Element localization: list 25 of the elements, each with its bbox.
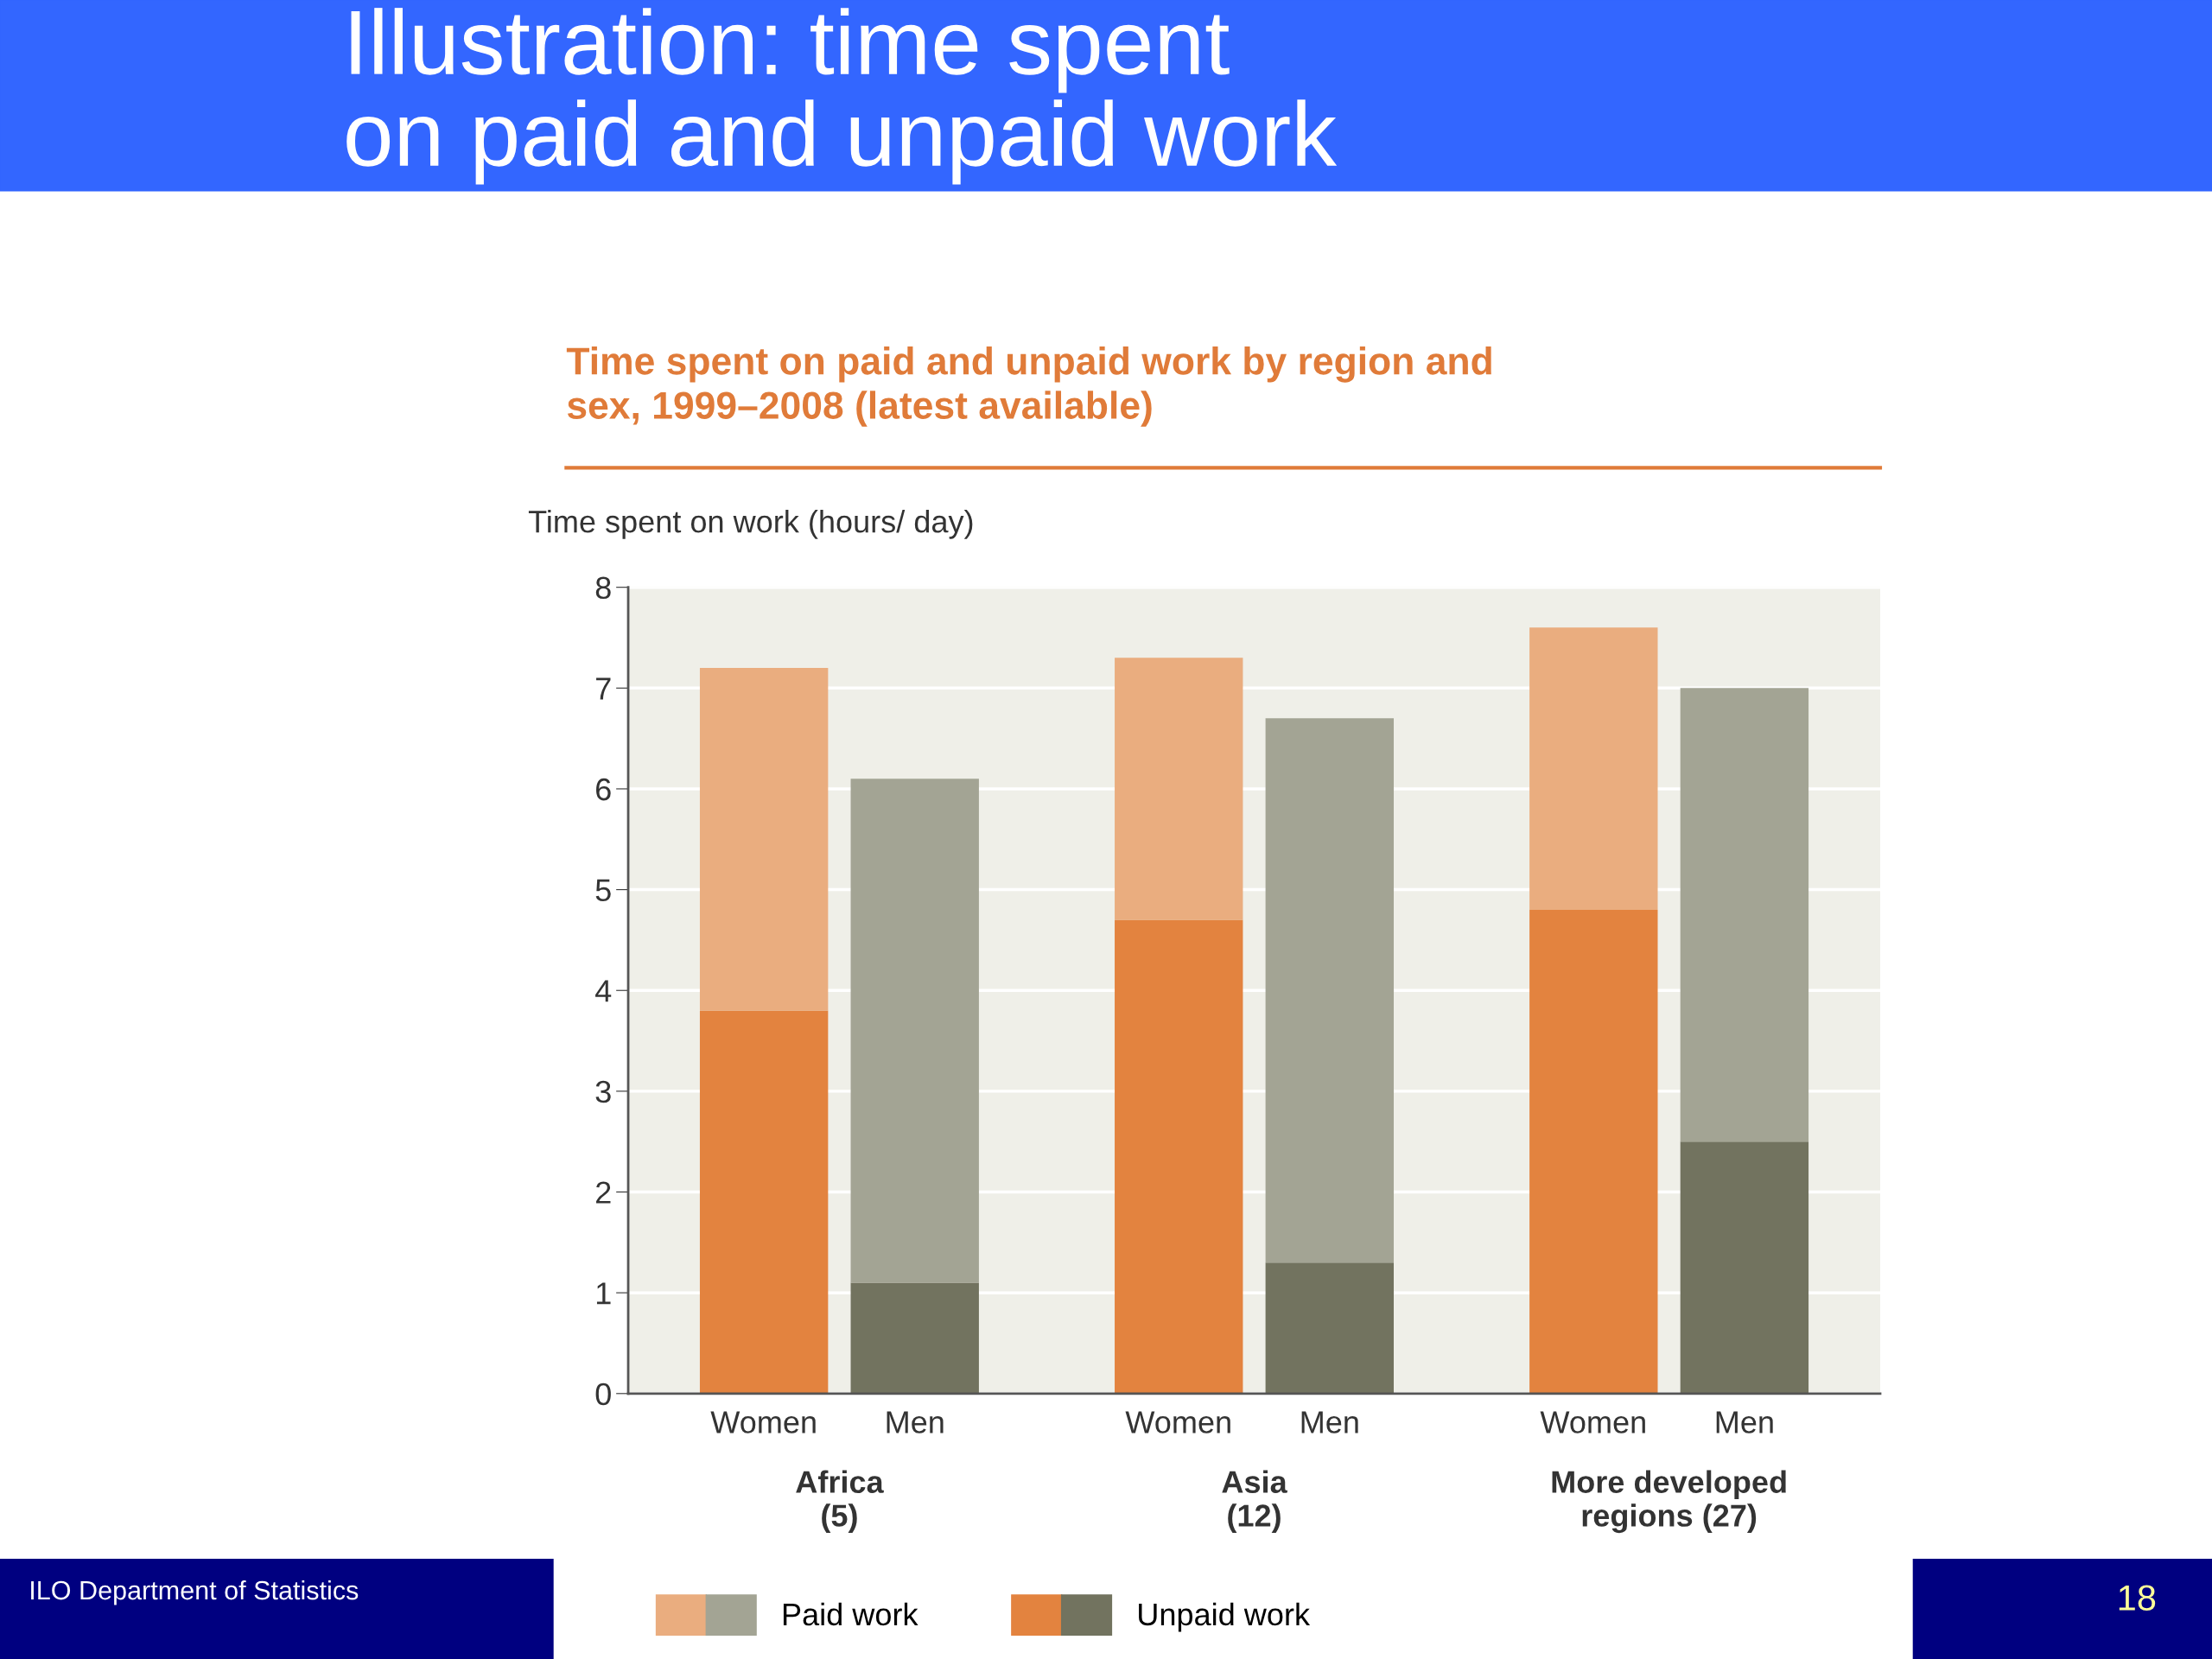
text: ILO Department of Statistics bbox=[31, 1580, 359, 1605]
y-tick-label: 4 bbox=[595, 980, 612, 1002]
y-axis-title: Time spent on work (hours/ day) bbox=[528, 510, 973, 539]
y-tick-label: 3 bbox=[595, 1080, 611, 1103]
text: Asia (12) bbox=[1222, 1470, 1287, 1533]
y-tick-label: 2 bbox=[596, 1181, 611, 1204]
x-tick-label: Men bbox=[887, 1411, 944, 1433]
text: Africa (5) bbox=[796, 1470, 884, 1533]
y-tick-label: 6 bbox=[596, 778, 611, 801]
legend-label: Unpaid work bbox=[1139, 1602, 1311, 1632]
x-tick-label: Men bbox=[1716, 1411, 1773, 1433]
x-tick-label: Women bbox=[1540, 1411, 1645, 1433]
y-tick-label: 8 bbox=[595, 576, 611, 600]
x-tick-label: Women bbox=[1125, 1411, 1230, 1433]
y-tick-label: 5 bbox=[595, 879, 611, 902]
y-tick-label: 0 bbox=[595, 1382, 611, 1406]
y-tick-label: 1 bbox=[596, 1282, 611, 1305]
x-tick-label: Women bbox=[710, 1411, 816, 1433]
x-tick-label: Men bbox=[1301, 1411, 1358, 1433]
text: More developed regions (27) bbox=[1552, 1470, 1786, 1534]
text: 18 bbox=[2119, 1585, 2156, 1611]
y-tick-label: 7 bbox=[596, 677, 611, 700]
legend-label: Paid work bbox=[783, 1602, 918, 1626]
chart-title: Illustration: time spent on paid and unpaid work bbox=[346, 8, 1338, 185]
chart-subtitle: Time spent on paid and unpaid work by region and sex, 1999–2008 (latest available) bbox=[566, 346, 1491, 427]
